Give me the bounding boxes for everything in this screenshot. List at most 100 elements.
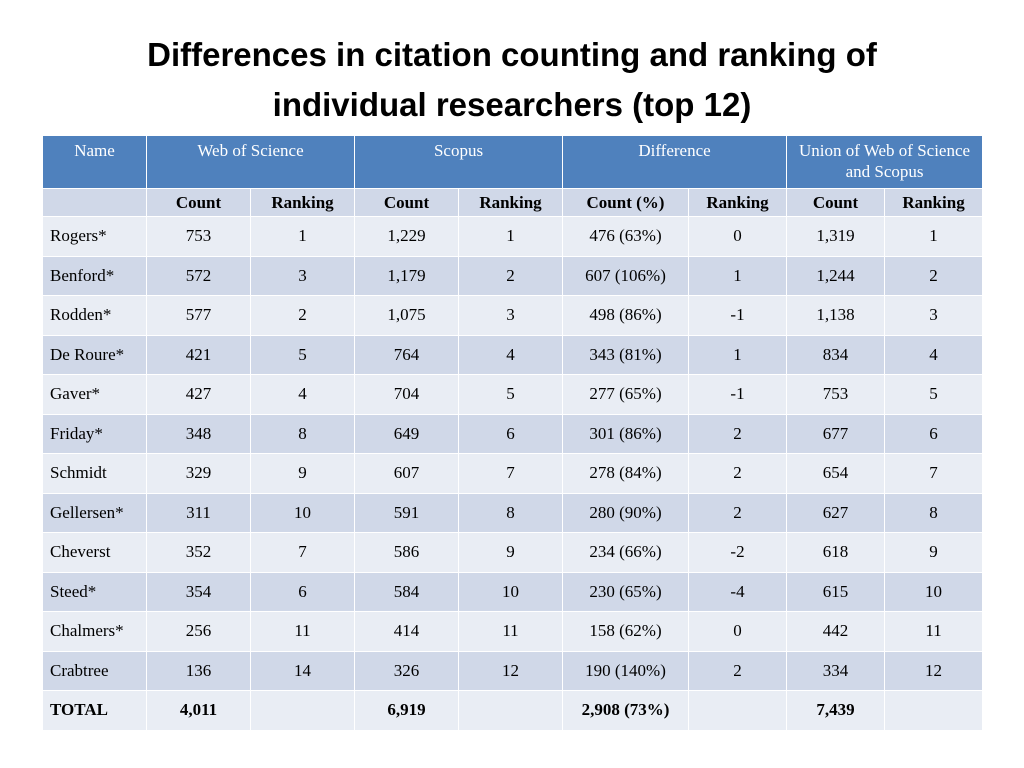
table-cell: 12	[458, 650, 563, 691]
table-cell: 6	[884, 413, 984, 454]
table-cell: 0	[687, 611, 788, 652]
table-cell: 334	[786, 650, 886, 691]
table-cell: 834	[786, 334, 886, 375]
table-cell: 1	[458, 216, 563, 257]
researcher-name-cell: Friday*	[42, 413, 147, 454]
researcher-name-cell: Rodden*	[42, 295, 147, 336]
table-cell: 421	[146, 334, 251, 375]
table-cell: 8	[250, 413, 355, 454]
table-cell: 354	[146, 571, 251, 612]
subheader-cell: Ranking	[458, 188, 563, 217]
table-cell: 5	[458, 374, 563, 415]
table-row: Rodden* 577 2 1,075 3 498 (86%) -1 1,138 3	[42, 295, 984, 336]
subheader-cell: Count	[786, 188, 886, 217]
table-cell: 764	[354, 334, 459, 375]
table-row: Gaver* 427 4 704 5 277 (65%) -1 753 5	[42, 374, 984, 415]
subheader-cell: Ranking	[687, 188, 788, 217]
table-cell: 591	[354, 492, 459, 533]
table-cell: 649	[354, 413, 459, 454]
table-cell: 352	[146, 532, 251, 573]
table-cell: 2	[884, 255, 984, 296]
table-cell: 1,075	[354, 295, 459, 336]
table-cell: 6	[250, 571, 355, 612]
subheader-cell: Ranking	[884, 188, 984, 217]
header-scopus: Scopus	[354, 135, 563, 189]
table-cell: 2	[687, 492, 788, 533]
table-cell: 8	[458, 492, 563, 533]
table-cell: 607	[354, 453, 459, 494]
table-cell: 1	[250, 216, 355, 257]
table-cell: 277 (65%)	[562, 374, 689, 415]
table-row: De Roure* 421 5 764 4 343 (81%) 1 834 4	[42, 334, 984, 375]
table-cell: 10	[458, 571, 563, 612]
table-cell: -4	[687, 571, 788, 612]
total-row: TOTAL 4,011 6,919 2,908 (73%) 7,439	[42, 690, 984, 731]
table-cell: 6,919	[354, 690, 459, 731]
table-cell: 3	[884, 295, 984, 336]
header-web-of-science: Web of Science	[146, 135, 355, 189]
table-cell: 4	[884, 334, 984, 375]
table-cell: 190 (140%)	[562, 650, 689, 691]
table-cell: 704	[354, 374, 459, 415]
table-cell: 280 (90%)	[562, 492, 689, 533]
table-cell: 8	[884, 492, 984, 533]
table-cell: 0	[687, 216, 788, 257]
subheader-cell: Ranking	[250, 188, 355, 217]
table-cell: 343 (81%)	[562, 334, 689, 375]
table-cell: 256	[146, 611, 251, 652]
table-cell: 7,439	[786, 690, 886, 731]
table-cell: 3	[458, 295, 563, 336]
table-cell: 1,229	[354, 216, 459, 257]
table-cell: -2	[687, 532, 788, 573]
title-line-2: individual researchers (top 12)	[272, 86, 752, 123]
table-cell: 9	[884, 532, 984, 573]
table-cell: 1	[687, 334, 788, 375]
table-header-row: Name Web of Science Scopus Difference Un…	[42, 135, 984, 189]
header-difference: Difference	[561, 135, 788, 189]
table-cell: 7	[458, 453, 563, 494]
researcher-name-cell: TOTAL	[42, 690, 147, 731]
table-cell: 10	[250, 492, 355, 533]
table-cell: 136	[146, 650, 251, 691]
researcher-name-cell: Rogers*	[42, 216, 147, 257]
table-cell: 607 (106%)	[562, 255, 689, 296]
table-row: Schmidt 329 9 607 7 278 (84%) 2 654 7	[42, 453, 984, 494]
researcher-name-cell: Crabtree	[42, 650, 147, 691]
subheader-cell: Count	[146, 188, 251, 217]
table-cell: 427	[146, 374, 251, 415]
table-cell	[458, 690, 563, 731]
table-cell: 1,138	[786, 295, 886, 336]
researcher-name-cell: Benford*	[42, 255, 147, 296]
table-cell: 2	[687, 453, 788, 494]
table-cell: 476 (63%)	[562, 216, 689, 257]
table-subheader-row: Count Ranking Count Ranking Count (%) Ra…	[42, 188, 984, 217]
table-cell	[250, 690, 355, 731]
table-cell: 2	[458, 255, 563, 296]
table-cell: 1,244	[786, 255, 886, 296]
table-cell: 301 (86%)	[562, 413, 689, 454]
header-union: Union of Web of Science and Scopus	[786, 135, 984, 189]
table-row: Benford* 572 3 1,179 2 607 (106%) 1 1,244 2	[42, 255, 984, 296]
researcher-name-cell: Gellersen*	[42, 492, 147, 533]
table-cell: 6	[458, 413, 563, 454]
table-cell: 677	[786, 413, 886, 454]
researcher-name-cell: Schmidt	[42, 453, 147, 494]
table-cell: 572	[146, 255, 251, 296]
researcher-name-cell: Chalmers*	[42, 611, 147, 652]
table-cell: 9	[458, 532, 563, 573]
table-cell: 158 (62%)	[562, 611, 689, 652]
table-cell: 1	[687, 255, 788, 296]
table-cell: 753	[146, 216, 251, 257]
table-cell	[884, 690, 984, 731]
table-row: Gellersen* 311 10 591 8 280 (90%) 2 627 8	[42, 492, 984, 533]
table-cell: 4,011	[146, 690, 251, 731]
table-cell: 10	[884, 571, 984, 612]
table-cell: 9	[250, 453, 355, 494]
header-name: Name	[42, 135, 147, 189]
slide-title: Differences in citation counting and ran…	[40, 30, 984, 130]
table-cell: 2	[250, 295, 355, 336]
table-cell: 234 (66%)	[562, 532, 689, 573]
researcher-name-cell: De Roure*	[42, 334, 147, 375]
table-cell: 414	[354, 611, 459, 652]
